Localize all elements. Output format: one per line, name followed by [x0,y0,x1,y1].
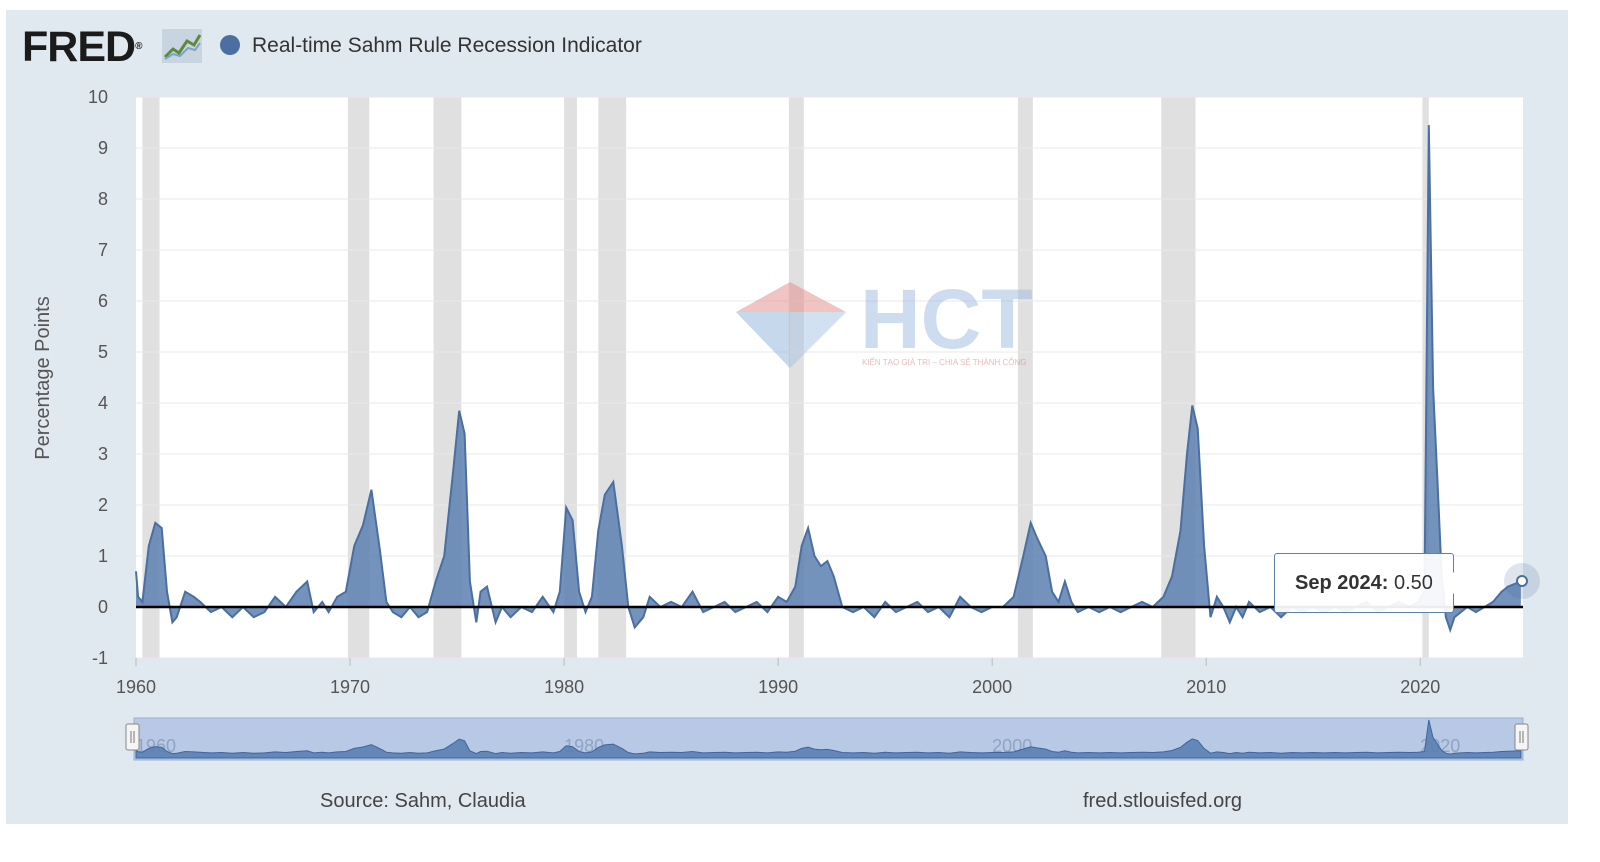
x-axis-ticks: 1960 1970 1980 1990 2000 2010 2020 [116,658,1440,697]
series-title[interactable]: Real-time Sahm Rule Recession Indicator [252,34,642,57]
x-tick-label: 1980 [544,677,584,697]
svg-text:HCT: HCT [860,272,1033,366]
hct-watermark: HCT KIẾN TẠO GIÁ TRỊ – CHIA SẺ THÀNH CÔN… [736,272,1033,368]
x-tick-label: 2000 [972,677,1012,697]
x-tick-label: 1990 [758,677,798,697]
tooltip-value: 0.50 [1394,572,1433,594]
site-url[interactable]: fred.stlouisfed.org [1083,790,1242,812]
x-tick-label: 2010 [1186,677,1226,697]
recession-band [788,97,804,658]
y-tick-label: 7 [98,240,108,260]
hover-marker[interactable] [1516,575,1528,587]
data-tooltip: Sep 2024: 0.50 [1274,553,1454,613]
navigator-handle-right[interactable] [1514,723,1529,751]
y-tick-label: 6 [98,291,108,311]
trend-line-icon [162,29,202,63]
legend-marker[interactable] [220,35,240,55]
svg-text:KIẾN TẠO GIÁ TRỊ – CHIA SẺ THÀ: KIẾN TẠO GIÁ TRỊ – CHIA SẺ THÀNH CÔNG [862,357,1026,367]
recession-band [142,97,160,658]
tooltip-date: Sep 2024: [1295,572,1389,594]
y-tick-label: 10 [88,87,108,107]
y-tick-label: 4 [98,393,108,413]
y-tick-label: 0 [98,597,108,617]
y-tick-label: 5 [98,342,108,362]
y-axis-title: Percentage Points [32,296,54,459]
y-tick-label: 8 [98,189,108,209]
y-axis-ticks: -1 0 1 2 3 4 5 6 7 8 9 10 [88,87,108,668]
y-tick-label: -1 [92,648,108,668]
registered-mark: ® [135,41,142,52]
x-tick-label: 1970 [330,677,370,697]
x-tick-label: 2020 [1400,677,1440,697]
range-navigator[interactable]: 1960 1980 2000 2020 [125,717,1529,761]
fred-logo[interactable]: FRED® [22,23,143,71]
recession-band [1017,97,1033,658]
navigator-handle-left[interactable] [125,723,140,751]
tooltip-arrow [1453,572,1465,594]
y-tick-label: 2 [98,495,108,515]
source-credit: Source: Sahm, Claudia [320,790,526,812]
y-tick-label: 1 [98,546,108,566]
navigator-series [135,719,1522,759]
y-tick-label: 9 [98,138,108,158]
y-tick-label: 3 [98,444,108,464]
x-tick-label: 1960 [116,677,156,697]
